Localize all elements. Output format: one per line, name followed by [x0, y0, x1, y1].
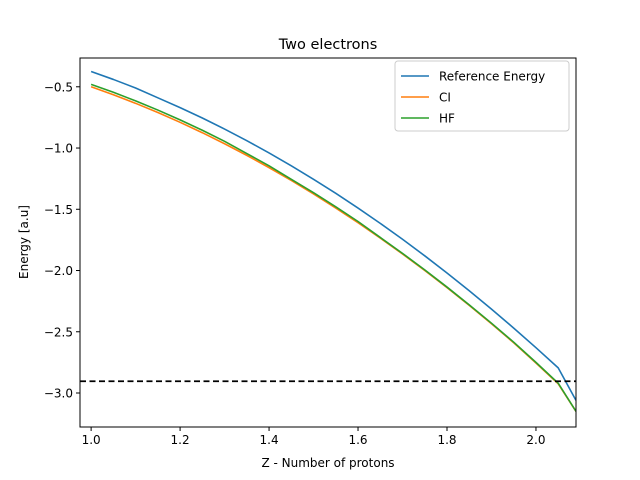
- x-tick-label: 1.8: [437, 433, 456, 447]
- legend-label: HF: [439, 112, 455, 126]
- series-line-hf: [90, 83, 576, 412]
- y-axis-ticks: −0.5 −1.0 −1.5 −2.0 −2.5 −3.0: [44, 80, 80, 401]
- y-tick-label: −2.0: [44, 264, 73, 278]
- legend-label: CI: [439, 91, 451, 105]
- x-axis-ticks: 1.0 1.2 1.4 1.6 1.8 2.0: [82, 427, 546, 447]
- legend-entries: Reference Energy CI HF: [401, 70, 545, 126]
- series-line-reference-energy: [90, 70, 576, 401]
- axes-frame: [79, 57, 577, 428]
- x-tick-label: 1.4: [260, 433, 279, 447]
- x-tick-label: 1.0: [82, 433, 101, 447]
- x-tick-label: 2.0: [526, 433, 545, 447]
- series-layer: [90, 70, 576, 412]
- y-axis-label: Energy [a.u]: [17, 205, 31, 279]
- y-tick-label: −0.5: [44, 80, 73, 94]
- plot-area: 1.0 1.2 1.4 1.6 1.8 2.0 −0.5−1.0−1.5−2.0−2.5−…: [44, 57, 577, 447]
- y-tick-label: −3.0: [44, 387, 73, 401]
- legend: Reference Energy CI HF: [394, 60, 570, 132]
- x-axis-label: Z - Number of protons: [261, 456, 394, 470]
- legend-label: Reference Energy: [439, 70, 545, 84]
- x-tick-label: 1.2: [171, 433, 190, 447]
- legend-box: [394, 60, 570, 132]
- y-tick-label: −1.5: [44, 203, 73, 217]
- chart-title: Two electrons: [278, 37, 378, 53]
- y-tick-label: −1.0: [44, 142, 73, 156]
- y-tick-label: −2.5: [44, 325, 73, 339]
- x-tick-label: 1.6: [348, 433, 367, 447]
